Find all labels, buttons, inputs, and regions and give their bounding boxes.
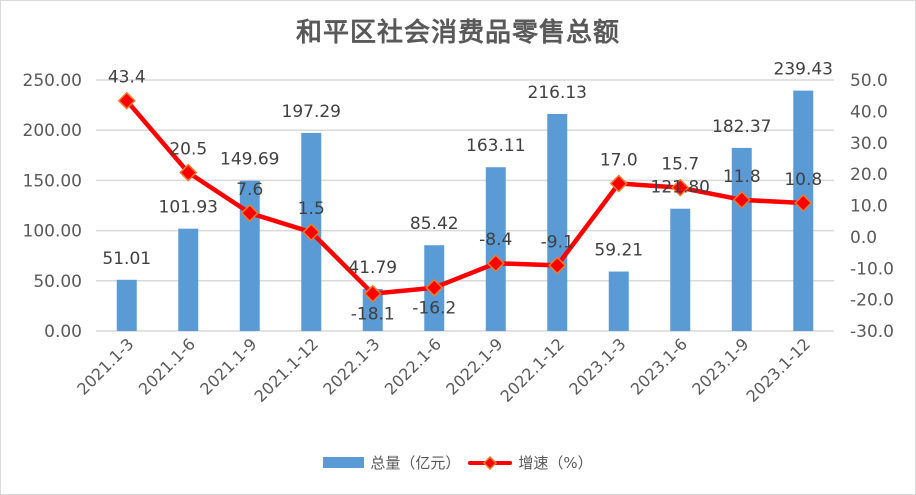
bar-value-label: 41.79 <box>348 258 397 278</box>
right-axis-tick: 10.0 <box>850 197 888 217</box>
bar-value-label: 182.37 <box>712 117 771 137</box>
growth-value-label: -18.1 <box>351 305 395 325</box>
bar <box>239 180 260 331</box>
bar <box>547 114 568 331</box>
bar <box>670 208 691 331</box>
category-label: 2021.1-9 <box>196 334 260 398</box>
right-axis-tick: 30.0 <box>850 134 888 154</box>
bar-value-label: 101.93 <box>159 198 218 218</box>
growth-value-label: 17.0 <box>600 151 638 171</box>
category-label: 2022.1-3 <box>319 334 383 398</box>
bar-swatch-icon <box>323 457 365 468</box>
bar-value-label: 149.69 <box>220 150 279 170</box>
category-label: 2022.1-6 <box>381 334 445 398</box>
diamond-marker-icon <box>117 91 136 110</box>
growth-value-label: 1.5 <box>298 199 325 219</box>
diamond-marker-icon <box>732 190 751 209</box>
growth-value-label: 7.6 <box>236 180 263 200</box>
legend-label-growth: 增速（%） <box>518 454 593 472</box>
category-label: 2023.1-6 <box>627 334 691 398</box>
right-axis-tick: 50.0 <box>850 71 888 91</box>
right-axis-tick: -20.0 <box>850 291 894 311</box>
legend-item-total: 总量（亿元） <box>323 452 460 473</box>
growth-value-label: -8.4 <box>479 230 512 250</box>
bar-value-label: 216.13 <box>528 83 587 103</box>
left-axis-tick: 200.00 <box>23 121 82 141</box>
bar-value-label: 163.11 <box>466 136 525 156</box>
diamond-marker-icon <box>794 193 813 213</box>
left-axis-tick: 100.00 <box>23 222 82 242</box>
category-label: 2021.1-3 <box>73 334 137 398</box>
right-axis-tick: -30.0 <box>850 322 894 342</box>
bar-value-label: 59.21 <box>594 241 643 261</box>
bar-value-label: 197.29 <box>282 102 341 122</box>
growth-value-label: 15.7 <box>661 155 699 175</box>
left-axis-tick: 0.00 <box>44 322 82 342</box>
diamond-marker-icon <box>425 278 444 297</box>
bar <box>116 279 137 331</box>
diamond-marker-icon <box>240 203 259 223</box>
growth-line <box>125 99 804 296</box>
growth-value-label: -9.1 <box>541 232 574 252</box>
bar-value-label: 85.42 <box>410 214 459 234</box>
right-axis-tick: 40.0 <box>850 102 888 122</box>
bar <box>178 228 199 331</box>
right-axis-tick: 20.0 <box>850 165 888 185</box>
growth-value-label: 10.8 <box>784 170 822 190</box>
bar-value-label: 51.01 <box>102 249 151 269</box>
diamond-marker-icon <box>179 163 198 182</box>
left-axis-tick: 150.00 <box>23 171 82 191</box>
left-axis-tick: 250.00 <box>23 71 82 91</box>
category-label: 2022.1-9 <box>442 334 506 398</box>
diamond-marker-icon <box>671 178 690 197</box>
legend-item-growth: 增速（%） <box>468 452 593 473</box>
legend: 总量（亿元） 增速（%） <box>0 452 916 473</box>
growth-value-label: 11.8 <box>723 167 761 187</box>
legend-label-total: 总量（亿元） <box>370 454 461 472</box>
bar <box>485 167 506 331</box>
chart-title: 和平区社会消费品零售总额 <box>295 18 620 48</box>
bar-value-label: 121.80 <box>651 178 710 198</box>
growth-value-label: 43.4 <box>108 68 146 88</box>
right-axis-tick: -10.0 <box>850 259 894 279</box>
diamond-marker-icon <box>548 256 567 275</box>
right-axis-tick: 0.0 <box>850 228 877 248</box>
bar-value-label: 239.43 <box>774 60 833 80</box>
growth-value-label: -16.2 <box>412 299 456 319</box>
diamond-marker-icon <box>302 223 321 242</box>
category-label: 2021.1-12 <box>251 334 323 406</box>
line-diamond-swatch-icon <box>468 455 513 470</box>
category-label: 2022.1-12 <box>497 334 569 406</box>
category-label: 2023.1-3 <box>565 334 629 398</box>
diamond-marker-icon <box>363 284 382 303</box>
left-axis-tick: 50.00 <box>33 272 82 292</box>
bar <box>362 289 383 331</box>
bar <box>731 147 752 331</box>
category-label: 2023.1-12 <box>743 334 815 406</box>
bar <box>608 271 629 331</box>
diamond-marker-icon <box>609 174 628 193</box>
category-label: 2021.1-6 <box>135 334 199 398</box>
category-label: 2023.1-9 <box>688 334 752 398</box>
growth-value-label: 20.5 <box>169 140 207 160</box>
diamond-marker-icon <box>486 254 505 273</box>
